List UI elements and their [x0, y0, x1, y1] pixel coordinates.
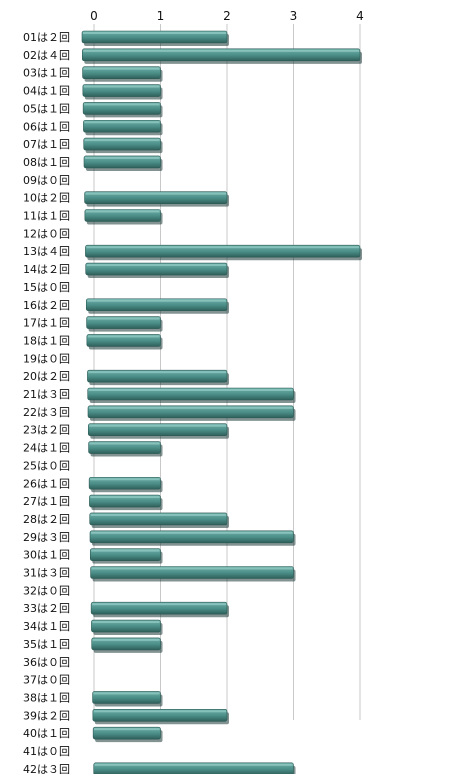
category-label: 39は２回	[23, 709, 70, 722]
category-label: 01は２回	[23, 31, 70, 44]
bar	[87, 423, 230, 439]
bar	[81, 48, 363, 64]
bar	[84, 191, 229, 207]
bar	[86, 334, 163, 350]
category-label: 12は０回	[23, 227, 70, 240]
category-label: 11は１回	[23, 210, 70, 223]
category-label: 09は０回	[23, 174, 70, 187]
bar	[86, 316, 163, 332]
bar	[83, 119, 163, 136]
category-labels: 01は２回 02は４回 03は１回 04は１回 05は１回 06は１回 07は１回 08は１回…	[23, 31, 70, 774]
category-label: 28は２回	[23, 513, 70, 526]
category-label: 06は１回	[23, 120, 70, 133]
bar	[87, 387, 296, 403]
category-label: 21は３回	[23, 388, 70, 401]
bar	[83, 137, 163, 154]
category-label: 02は４回	[23, 49, 70, 62]
x-tick-label: 4	[356, 9, 364, 23]
category-label: 23は２回	[23, 424, 70, 437]
bar	[81, 30, 229, 46]
x-tick-label: 3	[290, 9, 298, 23]
category-label: 34は１回	[23, 620, 70, 633]
category-label: 40は１回	[23, 727, 70, 740]
category-label: 24は１回	[23, 442, 70, 455]
category-label: 30は１回	[23, 549, 70, 562]
bar	[85, 244, 362, 261]
category-label: 17は１回	[23, 317, 70, 330]
bar	[87, 369, 229, 386]
category-label: 10は２回	[23, 192, 70, 205]
bars	[81, 30, 363, 774]
bar	[85, 298, 230, 314]
category-label: 42は３回	[23, 763, 70, 774]
bar	[91, 619, 163, 636]
x-axis-ticks: 0 1 2 3 4	[90, 9, 364, 23]
category-label: 19は０回	[23, 352, 70, 365]
category-label: 32は０回	[23, 584, 70, 597]
category-label: 16は２回	[23, 299, 70, 312]
category-label: 14は２回	[23, 263, 70, 276]
category-label: 27は１回	[23, 495, 70, 508]
category-label: 25は０回	[23, 459, 70, 472]
bar	[89, 512, 229, 528]
category-label: 05は１回	[23, 102, 70, 115]
bar	[85, 262, 229, 279]
category-label: 04は１回	[23, 85, 70, 98]
bar	[82, 84, 163, 100]
bar	[92, 726, 163, 743]
bar	[88, 476, 163, 493]
category-label: 41は０回	[23, 745, 70, 758]
category-label: 22は３回	[23, 406, 70, 419]
bar	[82, 102, 163, 118]
category-label: 26は１回	[23, 477, 70, 490]
x-tick-label: 0	[90, 9, 98, 23]
bar	[88, 441, 163, 457]
category-label: 07は１回	[23, 138, 70, 151]
category-label: 18は１回	[23, 334, 70, 347]
bar	[89, 548, 163, 564]
bar	[91, 637, 163, 653]
bar	[84, 209, 163, 225]
category-label: 38は１回	[23, 691, 70, 704]
category-label: 03は１回	[23, 67, 70, 80]
category-label: 08は１回	[23, 156, 70, 169]
bar	[90, 601, 230, 618]
category-label: 13は４回	[23, 245, 70, 258]
bar	[92, 708, 229, 725]
category-label: 15は０回	[23, 281, 70, 294]
bar	[82, 66, 163, 82]
category-label: 20は２回	[23, 370, 70, 383]
bar	[87, 405, 296, 421]
category-label: 35は１回	[23, 638, 70, 651]
category-label: 29は３回	[23, 531, 70, 544]
bar	[93, 762, 296, 774]
category-label: 31は３回	[23, 567, 70, 580]
bar	[90, 566, 296, 582]
category-label: 33は２回	[23, 602, 70, 615]
bar	[89, 530, 296, 546]
category-label: 36は０回	[23, 656, 70, 669]
x-tick-label: 1	[157, 9, 165, 23]
bar	[83, 155, 163, 171]
bar	[89, 494, 163, 511]
x-tick-label: 2	[223, 9, 231, 23]
category-label: 37は０回	[23, 674, 70, 687]
bar	[92, 691, 163, 707]
